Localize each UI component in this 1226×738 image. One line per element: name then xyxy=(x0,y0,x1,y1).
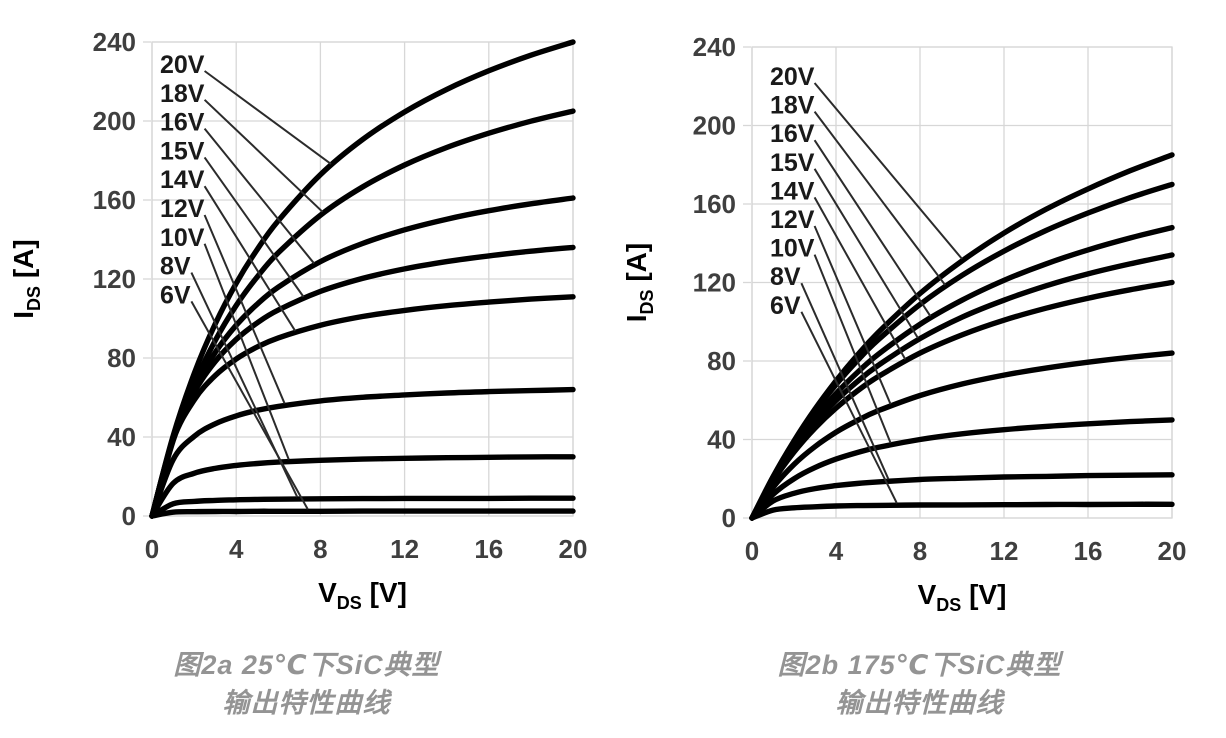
leader-line-16V xyxy=(203,127,315,265)
leader-line-15V xyxy=(203,156,305,298)
y-tick-label: 200 xyxy=(693,111,736,141)
series-label-20V: 20V xyxy=(770,63,815,91)
series-label-14V: 14V xyxy=(770,177,815,205)
leader-line-12V xyxy=(813,225,892,405)
series-label-14V: 14V xyxy=(160,166,205,194)
leader-line-6V xyxy=(800,311,898,504)
series-label-18V: 18V xyxy=(160,80,205,108)
y-tick-label: 160 xyxy=(93,185,136,215)
leader-line-12V xyxy=(203,214,286,404)
x-tick-label: 12 xyxy=(390,534,419,564)
series-label-8V: 8V xyxy=(770,263,801,291)
series-label-16V: 16V xyxy=(770,120,815,148)
leader-line-15V xyxy=(813,168,919,339)
caption-line-2: 输出特性曲线 xyxy=(835,688,1004,718)
output-curve-12V xyxy=(749,350,1175,521)
series-label-18V: 18V xyxy=(770,92,815,120)
output-curve-20V xyxy=(149,39,576,519)
leader-line-20V xyxy=(813,82,963,260)
output-curve-15V xyxy=(149,244,576,519)
output-curve-10V xyxy=(149,454,576,519)
leader-line-18V xyxy=(203,99,324,213)
output-characteristics-chart-25c: 0 40 80 120 160 200 240 0 4 8 12 16 20 VDS [V] IDS [A]… xyxy=(8,27,588,613)
series-label-16V: 16V xyxy=(160,109,205,137)
y-tick-label: 80 xyxy=(707,346,736,376)
series-label-6V: 6V xyxy=(770,292,801,320)
output-curve-8V xyxy=(749,472,1175,521)
y-tick-label: 120 xyxy=(693,268,736,298)
x-axis-title: VDS [V] xyxy=(918,579,1007,615)
output-curve-12V xyxy=(149,386,576,519)
x-tick-label: 8 xyxy=(913,536,927,566)
series-label-12V: 12V xyxy=(160,195,205,223)
y-axis-title: IDS [A] xyxy=(8,239,44,318)
y-axis-title: IDS [A] xyxy=(621,243,657,322)
leader-line-6V xyxy=(190,300,309,510)
curves-group xyxy=(149,39,576,519)
output-curve-10V xyxy=(749,417,1175,521)
x-axis-title: VDS [V] xyxy=(318,577,407,613)
series-label-12V: 12V xyxy=(770,206,815,234)
series-label-20V: 20V xyxy=(160,51,205,79)
x-tick-label: 12 xyxy=(990,536,1019,566)
x-tick-label: 16 xyxy=(1074,536,1103,566)
output-curve-6V xyxy=(749,501,1175,521)
x-tick-label: 20 xyxy=(559,534,588,564)
series-label-10V: 10V xyxy=(160,224,205,252)
series-label-15V: 15V xyxy=(770,149,815,177)
y-tick-label: 160 xyxy=(693,189,736,219)
x-tick-label: 4 xyxy=(229,534,244,564)
x-tick-label: 16 xyxy=(474,534,503,564)
y-tick-label: 240 xyxy=(93,27,136,57)
y-tick-label: 240 xyxy=(693,32,736,62)
curves-group xyxy=(749,152,1175,521)
output-curve-14V xyxy=(749,279,1175,521)
plot-border xyxy=(151,41,574,517)
y-tick-label: 0 xyxy=(722,503,736,533)
caption-25c: 图2a 25℃下SiC典型 输出特性曲线 xyxy=(0,646,613,722)
x-tick-label: 8 xyxy=(313,534,327,564)
y-tick-label: 200 xyxy=(93,106,136,136)
chart-block-175c: 0 40 80 120 160 200 240 0 4 8 12 16 20 VDS [V] IDS [A]… xyxy=(613,0,1226,722)
caption-line-1: 图2a 25℃下SiC典型 xyxy=(173,650,440,680)
y-tick-label: 80 xyxy=(107,343,136,373)
output-curve-8V xyxy=(149,495,576,519)
series-label-10V: 10V xyxy=(770,235,815,263)
leader-line-20V xyxy=(204,70,332,165)
series-label-15V: 15V xyxy=(160,137,205,165)
caption-line-2: 输出特性曲线 xyxy=(222,688,391,718)
x-tick-label: 4 xyxy=(829,536,844,566)
series-label-6V: 6V xyxy=(160,281,191,309)
y-tick-label: 120 xyxy=(93,264,136,294)
output-characteristics-chart-175c: 0 40 80 120 160 200 240 0 4 8 12 16 20 VDS [V] IDS [A]… xyxy=(621,32,1187,615)
output-curve-6V xyxy=(149,508,576,519)
leader-line-18V xyxy=(813,110,946,286)
x-tick-label: 0 xyxy=(745,536,759,566)
y-tick-label: 40 xyxy=(707,425,736,455)
caption-line-1: 图2b 175℃下SiC典型 xyxy=(777,650,1062,680)
leader-line-8V xyxy=(800,282,890,480)
leader-line-16V xyxy=(813,139,932,317)
leader-line-10V xyxy=(813,254,892,444)
series-label-8V: 8V xyxy=(160,253,191,281)
figure-row: 0 40 80 120 160 200 240 0 4 8 12 16 20 VDS [V] IDS [A]… xyxy=(0,0,1226,722)
caption-175c: 图2b 175℃下SiC典型 输出特性曲线 xyxy=(613,646,1226,722)
x-tick-label: 0 xyxy=(145,534,159,564)
output-curve-14V xyxy=(149,294,576,519)
x-tick-label: 20 xyxy=(1158,536,1187,566)
grid xyxy=(143,41,574,517)
leader-line-14V xyxy=(203,185,296,332)
y-tick-label: 0 xyxy=(122,501,136,531)
leader-line-14V xyxy=(813,196,907,360)
chart-block-25c: 0 40 80 120 160 200 240 0 4 8 12 16 20 VDS [V] IDS [A]… xyxy=(0,0,613,722)
y-tick-label: 40 xyxy=(107,422,136,452)
leader-line-10V xyxy=(203,243,290,461)
